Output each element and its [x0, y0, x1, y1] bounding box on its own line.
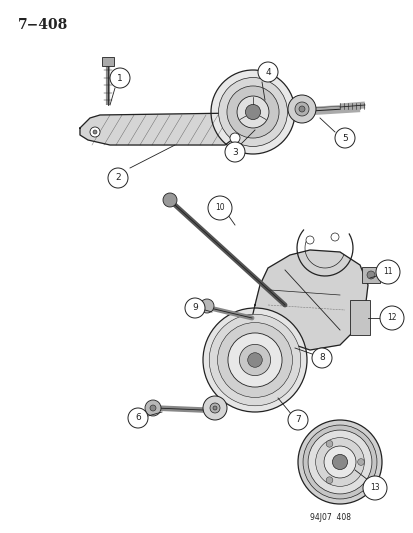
Circle shape	[237, 96, 268, 128]
Circle shape	[212, 406, 216, 410]
Circle shape	[287, 95, 315, 123]
Circle shape	[287, 410, 307, 430]
Text: 12: 12	[386, 313, 396, 322]
Circle shape	[305, 236, 313, 244]
Circle shape	[245, 104, 260, 119]
Bar	[361, 267, 379, 283]
Text: 4: 4	[265, 68, 270, 77]
Circle shape	[247, 353, 262, 367]
Circle shape	[145, 400, 161, 416]
Bar	[102, 57, 114, 66]
Text: 11: 11	[382, 268, 392, 277]
Text: 9: 9	[192, 303, 197, 312]
Text: 7−408: 7−408	[18, 18, 68, 32]
Text: 13: 13	[369, 483, 379, 492]
Circle shape	[325, 440, 332, 447]
Polygon shape	[252, 250, 367, 350]
Circle shape	[332, 455, 347, 470]
Circle shape	[230, 133, 240, 143]
Circle shape	[150, 405, 156, 411]
Circle shape	[311, 348, 331, 368]
Circle shape	[228, 333, 281, 387]
Text: 6: 6	[135, 414, 140, 423]
Circle shape	[362, 476, 386, 500]
Text: 8: 8	[318, 353, 324, 362]
Circle shape	[90, 127, 100, 137]
Text: 1: 1	[117, 74, 123, 83]
Circle shape	[302, 425, 376, 499]
Circle shape	[108, 168, 128, 188]
Polygon shape	[80, 113, 247, 145]
Circle shape	[325, 477, 332, 483]
Circle shape	[330, 233, 338, 241]
Circle shape	[323, 446, 355, 478]
Circle shape	[209, 403, 219, 413]
Circle shape	[297, 420, 381, 504]
Circle shape	[307, 430, 371, 494]
Text: 7: 7	[294, 416, 300, 424]
Circle shape	[128, 408, 147, 428]
Circle shape	[375, 260, 399, 284]
Circle shape	[315, 438, 363, 486]
Circle shape	[202, 396, 226, 420]
Circle shape	[217, 322, 292, 398]
Text: 10: 10	[215, 204, 224, 213]
Circle shape	[202, 308, 306, 412]
Circle shape	[298, 106, 304, 112]
Circle shape	[294, 102, 308, 116]
Circle shape	[218, 78, 287, 147]
Text: 5: 5	[341, 133, 347, 142]
Circle shape	[379, 306, 403, 330]
Circle shape	[334, 128, 354, 148]
Circle shape	[211, 70, 294, 154]
Circle shape	[357, 458, 363, 465]
Circle shape	[185, 298, 204, 318]
Circle shape	[110, 68, 130, 88]
Circle shape	[199, 299, 214, 313]
Text: 2: 2	[115, 174, 121, 182]
Circle shape	[226, 86, 278, 138]
Text: 94J07  408: 94J07 408	[309, 513, 350, 522]
Circle shape	[224, 142, 244, 162]
Circle shape	[366, 271, 374, 279]
Text: 3: 3	[232, 148, 237, 157]
Circle shape	[209, 314, 300, 406]
Bar	[349, 300, 369, 335]
Circle shape	[207, 196, 231, 220]
Circle shape	[239, 344, 270, 376]
Circle shape	[257, 62, 277, 82]
Circle shape	[163, 193, 177, 207]
Circle shape	[93, 130, 97, 134]
